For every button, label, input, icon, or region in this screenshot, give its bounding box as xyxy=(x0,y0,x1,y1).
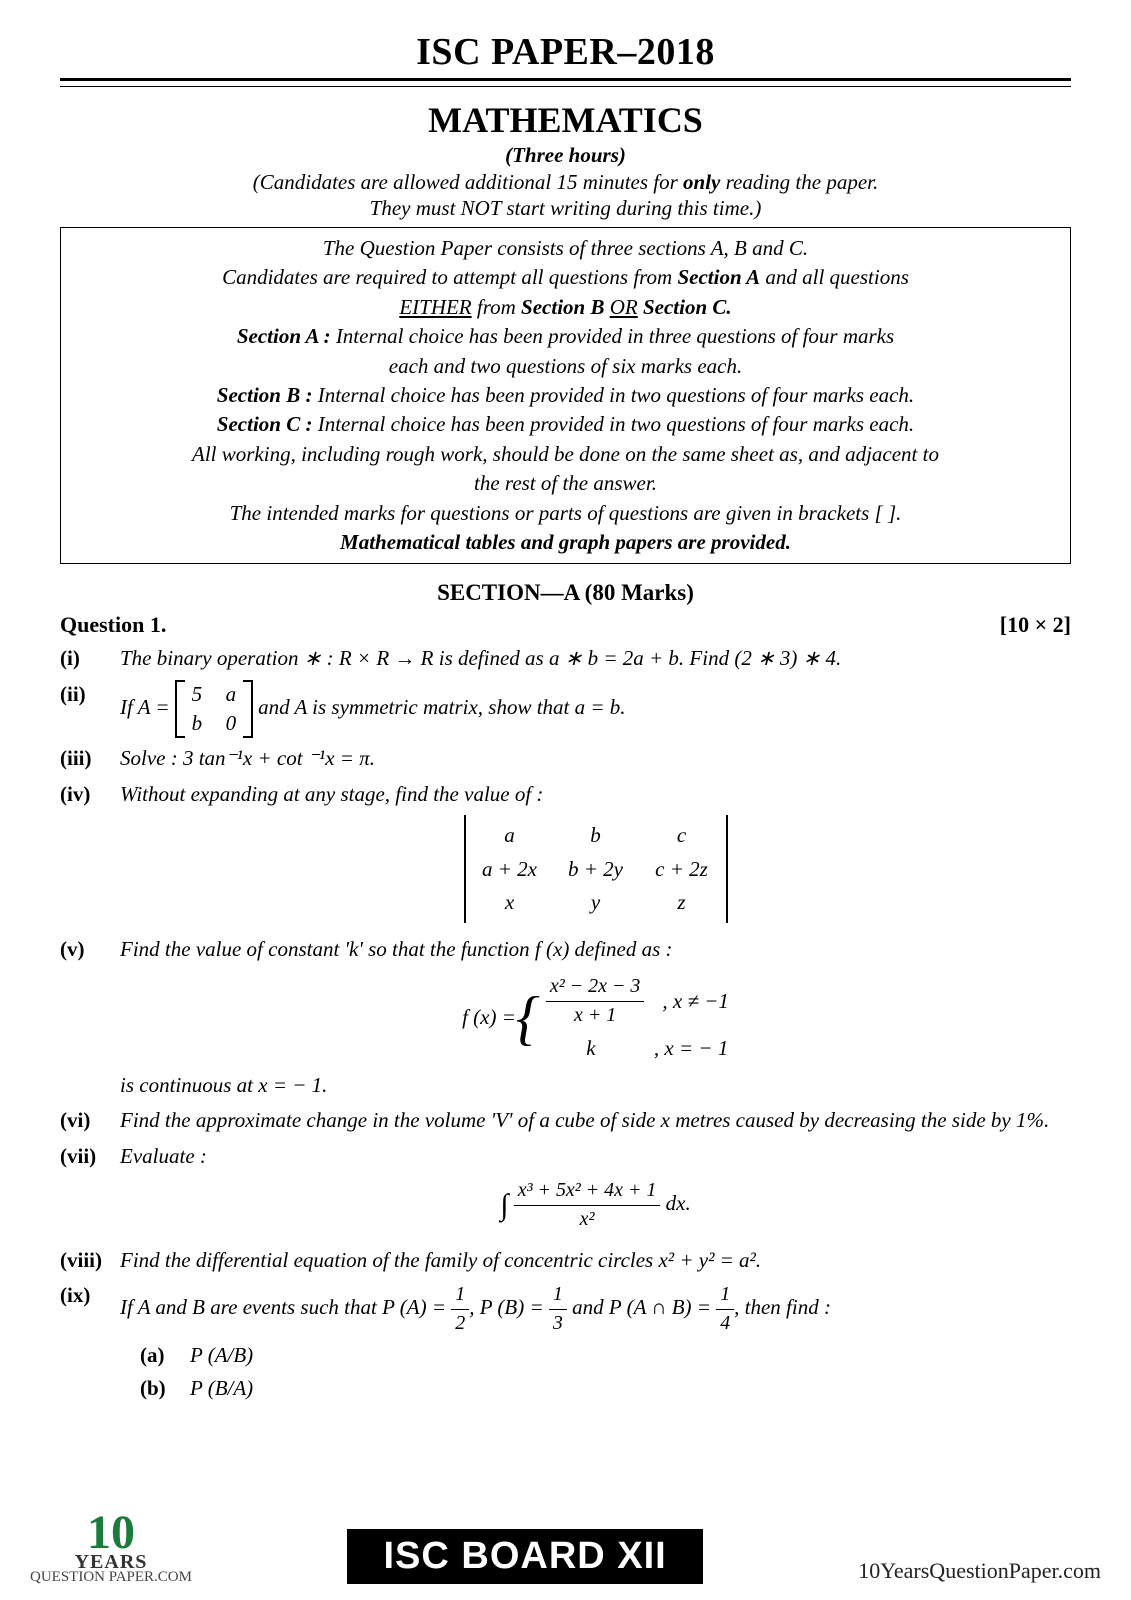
question-viii: (viii) Find the differential equation of… xyxy=(60,1246,1071,1275)
question-ii: (ii) If A = 5a b0 and A is symmetric mat… xyxy=(60,680,1071,739)
question-1-header: Question 1. [10 × 2] xyxy=(60,612,1071,638)
matrix-a: 5a b0 xyxy=(175,680,253,739)
page-footer: 10 YEARS QUESTION PAPER.COM ISC BOARD XI… xyxy=(0,1513,1131,1584)
question-v: (v) Find the value of constant 'k' so th… xyxy=(60,935,1071,1100)
duration: (Three hours) xyxy=(60,143,1071,168)
determinant: abc a + 2xb + 2yc + 2z xyz xyxy=(120,815,1071,923)
box-section-b: Section B : Internal choice has been pro… xyxy=(75,381,1056,410)
subject-title: MATHEMATICS xyxy=(60,99,1071,141)
question-ix: (ix) If A and B are events such that P (… xyxy=(60,1281,1071,1406)
paper-title: ISC PAPER–2018 xyxy=(60,30,1071,74)
box-working: All working, including rough work, shoul… xyxy=(75,440,1056,469)
question-iv: (iv) Without expanding at any stage, fin… xyxy=(60,780,1071,930)
reading-instruction-1: (Candidates are allowed additional 15 mi… xyxy=(60,170,1071,195)
box-section-a-cont: each and two questions of six marks each… xyxy=(75,352,1056,381)
instructions-box: The Question Paper consists of three sec… xyxy=(60,227,1071,564)
integral: ∫ x³ + 5x² + 4x + 1x² dx. xyxy=(120,1177,1071,1234)
box-tables: Mathematical tables and graph papers are… xyxy=(75,528,1056,557)
box-line-1: The Question Paper consists of three sec… xyxy=(75,234,1056,263)
piecewise-function: f (x) = { x² − 2x − 3x + 1 , x ≠ −1 k , … xyxy=(120,971,1071,1065)
box-line-3: EITHER from Section B OR Section C. xyxy=(75,293,1056,322)
hr-double xyxy=(60,78,1071,87)
footer-website: 10YearsQuestionPaper.com xyxy=(858,1558,1101,1584)
question-marks: [10 × 2] xyxy=(1000,612,1071,638)
sub-question-b: (b)P (B/A) xyxy=(140,1374,1071,1403)
question-label: Question 1. xyxy=(60,612,166,638)
question-iii: (iii) Solve : 3 tan⁻¹x + cot ⁻¹x = π. xyxy=(60,744,1071,773)
box-section-c: Section C : Internal choice has been pro… xyxy=(75,410,1056,439)
box-marks: The intended marks for questions or part… xyxy=(75,499,1056,528)
box-line-2: Candidates are required to attempt all q… xyxy=(75,263,1056,292)
reading-instruction-2: They must NOT start writing during this … xyxy=(60,196,1071,221)
footer-board-label: ISC BOARD XII xyxy=(347,1529,702,1584)
box-working-cont: the rest of the answer. xyxy=(75,469,1056,498)
question-i: (i) The binary operation ∗ : R × R → R i… xyxy=(60,644,1071,673)
brace-icon: { xyxy=(516,991,540,1045)
footer-logo-left: 10 YEARS QUESTION PAPER.COM xyxy=(30,1513,192,1584)
exam-paper-page: ISC PAPER–2018 MATHEMATICS (Three hours)… xyxy=(0,0,1131,1600)
box-section-a: Section A : Internal choice has been pro… xyxy=(75,322,1056,351)
question-vi: (vi) Find the approximate change in the … xyxy=(60,1106,1071,1135)
question-vii: (vii) Evaluate : ∫ x³ + 5x² + 4x + 1x² d… xyxy=(60,1142,1071,1240)
section-a-title: SECTION—A (80 Marks) xyxy=(60,580,1071,606)
sub-question-a: (a)P (A/B) xyxy=(140,1341,1071,1370)
